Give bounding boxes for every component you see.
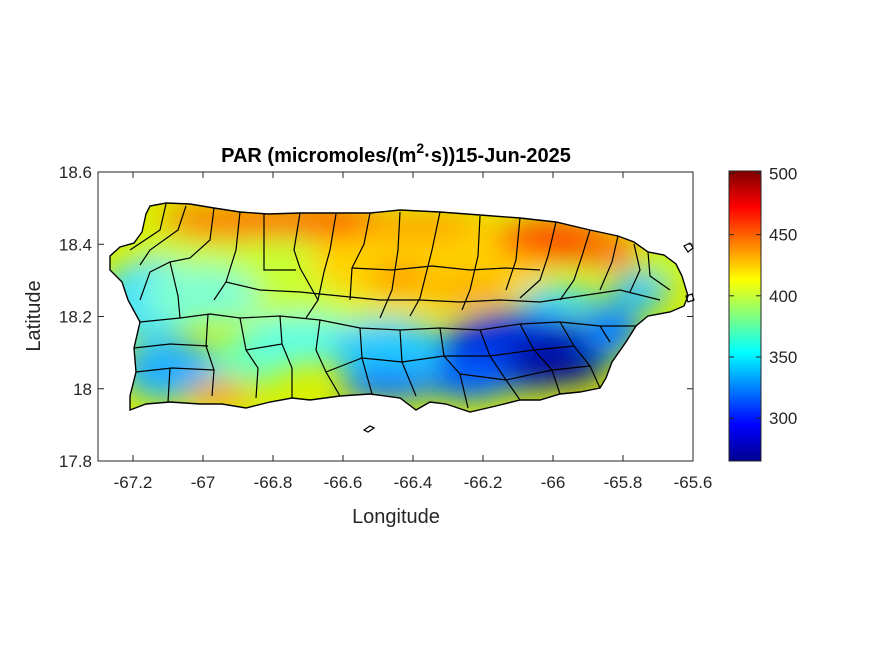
x-tick-label: -65.6 [674,473,713,492]
colorbar-tick-label: 300 [769,409,797,428]
x-axis-label: Longitude [352,506,440,528]
colorbar-tick-label: 500 [769,164,797,183]
colorbar-tick-label: 450 [769,226,797,245]
x-tick-label: -66.2 [464,473,503,492]
y-tick-label: 18 [73,380,92,399]
y-tick-label: 17.8 [59,452,92,471]
x-tick-label: -66.8 [254,473,293,492]
x-tick-label: -66.4 [394,473,433,492]
island-coastline [109,202,689,413]
colorbar-ticks: 500 450 400 350 300 [729,164,797,428]
title-prefix: PAR (micromoles/(m [221,145,416,167]
x-tick-label: -67 [191,473,216,492]
y-axis-label: Latitude [23,280,45,351]
y-tick-label: 18.6 [59,163,92,182]
x-tick-label: -66.6 [324,473,363,492]
colorbar [728,170,762,462]
y-axis-ticks: 18.6 18.4 18.2 18 17.8 [59,163,693,471]
municipal-boundaries [129,203,671,409]
y-tick-label: 18.4 [59,235,92,254]
colorbar-tick-label: 400 [769,287,797,306]
title-superscript: 2 [416,140,424,156]
x-tick-label: -65.8 [604,473,643,492]
x-tick-label: -67.2 [114,473,153,492]
colorbar-tick-label: 350 [769,348,797,367]
x-tick-label: -66 [541,473,566,492]
title-suffix: ·s))15-Jun-2025 [424,145,571,167]
chart-title: PAR (micromoles/(m2·s))15-Jun-2025 [221,140,571,167]
y-tick-label: 18.2 [59,308,92,327]
x-axis-ticks: -67.2 -67 -66.8 -66.6 -66.4 -66.2 -66 -65.8 -65.… [114,172,713,492]
